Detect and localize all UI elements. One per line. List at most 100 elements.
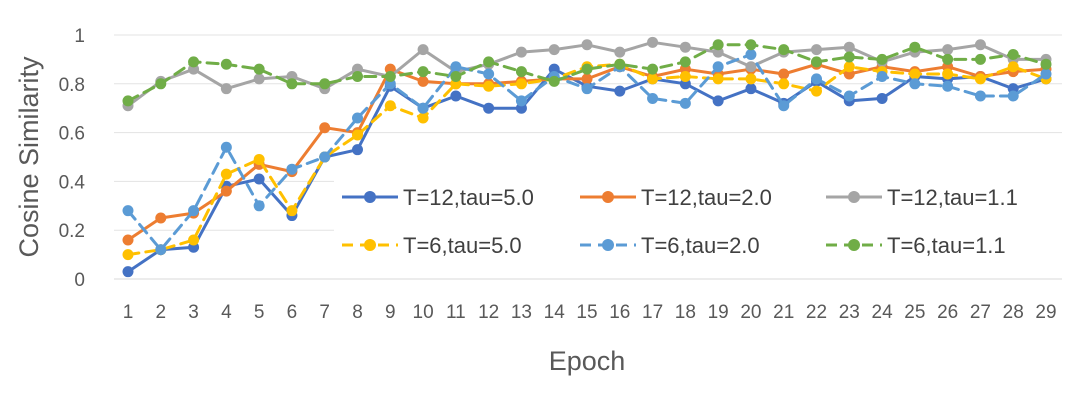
legend-marker xyxy=(364,191,376,203)
legend-label: T=12,tau=2.0 xyxy=(641,185,772,210)
data-point xyxy=(220,185,232,197)
y-tick-label: 0.2 xyxy=(59,221,85,242)
data-point xyxy=(745,61,757,73)
data-point xyxy=(188,205,200,217)
data-point xyxy=(614,85,626,97)
x-tick-label: 16 xyxy=(609,302,630,323)
data-point xyxy=(286,205,298,217)
data-point xyxy=(417,112,429,124)
data-point xyxy=(778,68,790,80)
data-point xyxy=(352,112,363,124)
data-point xyxy=(1007,90,1019,102)
data-point xyxy=(843,90,855,102)
data-point xyxy=(745,73,757,85)
data-point xyxy=(745,39,757,51)
data-point xyxy=(417,102,429,114)
x-tick-label: 22 xyxy=(806,302,827,323)
legend-item: T=12,tau=5.0 xyxy=(342,185,534,210)
data-point xyxy=(1007,49,1019,61)
data-point xyxy=(1007,61,1019,73)
data-point xyxy=(417,66,429,78)
data-point xyxy=(843,41,855,53)
data-point xyxy=(942,44,954,56)
legend-item: T=12,tau=2.0 xyxy=(580,185,772,210)
data-point xyxy=(122,205,134,217)
legend-marker xyxy=(602,191,614,203)
data-point xyxy=(876,53,888,65)
data-point xyxy=(122,234,134,246)
x-tick-label: 26 xyxy=(937,302,958,323)
data-point xyxy=(1040,68,1052,80)
y-axis-tick-labels: 0 0.2 0.4 0.6 0.8 1 xyxy=(59,26,86,291)
x-tick-label: 25 xyxy=(904,302,925,323)
x-tick-label: 13 xyxy=(511,302,532,323)
data-point xyxy=(253,173,265,185)
x-axis-title: Epoch xyxy=(549,346,626,376)
data-point xyxy=(155,212,167,224)
x-tick-label: 7 xyxy=(319,302,330,323)
data-point xyxy=(843,61,855,73)
data-point xyxy=(188,56,200,68)
data-point xyxy=(876,92,888,104)
legend-marker xyxy=(364,239,376,251)
y-tick-label: 1 xyxy=(74,26,85,47)
legend-background xyxy=(334,172,1064,272)
x-tick-label: 6 xyxy=(287,302,298,323)
x-tick-label: 19 xyxy=(708,302,729,323)
y-tick-label: 0.8 xyxy=(59,75,85,96)
data-point xyxy=(712,95,724,107)
data-point xyxy=(581,83,593,95)
data-point xyxy=(647,92,659,104)
data-point xyxy=(548,75,560,87)
data-point xyxy=(155,78,167,90)
legend-marker xyxy=(848,191,860,203)
y-tick-label: 0.4 xyxy=(59,172,86,193)
data-point xyxy=(909,41,921,53)
data-point xyxy=(942,53,954,65)
legend-item: T=12,tau=1.1 xyxy=(826,185,1018,210)
data-point xyxy=(843,51,855,63)
data-point xyxy=(384,100,396,112)
x-axis-tick-labels: 1 2 3 4 5 6 7 8 9 10 11 12 13 14 15 16 17 18 19 20 21 22 23 24 2… xyxy=(123,302,1057,323)
data-point xyxy=(942,68,954,80)
data-point xyxy=(220,168,232,180)
x-tick-label: 3 xyxy=(188,302,199,323)
data-point xyxy=(417,44,429,56)
data-point xyxy=(253,73,265,85)
data-point xyxy=(286,78,298,90)
x-tick-label: 29 xyxy=(1035,302,1056,323)
data-point xyxy=(515,46,527,58)
legend-label: T=6,tau=5.0 xyxy=(403,233,522,258)
legend-box xyxy=(334,172,1064,272)
data-point xyxy=(319,151,331,163)
data-point xyxy=(515,66,527,78)
x-tick-label: 14 xyxy=(544,302,566,323)
data-point xyxy=(122,95,134,107)
data-point xyxy=(647,36,659,48)
data-point xyxy=(122,266,134,278)
data-point xyxy=(352,144,363,156)
x-tick-label: 8 xyxy=(352,302,363,323)
x-tick-label: 9 xyxy=(385,302,396,323)
data-point xyxy=(778,44,790,56)
series-6 xyxy=(122,39,1052,107)
data-point xyxy=(253,63,265,75)
data-point xyxy=(483,56,495,68)
data-point xyxy=(450,70,462,82)
data-point xyxy=(745,83,757,95)
data-point xyxy=(515,78,527,90)
data-point xyxy=(220,141,232,153)
data-point xyxy=(876,70,888,82)
data-point xyxy=(1040,58,1052,70)
data-point xyxy=(712,39,724,51)
data-point xyxy=(974,53,986,65)
data-point xyxy=(450,61,462,73)
data-point xyxy=(811,56,822,68)
data-point xyxy=(581,63,593,75)
y-tick-label: 0.6 xyxy=(59,124,85,145)
data-point xyxy=(778,100,790,112)
data-point xyxy=(647,73,659,85)
x-tick-label: 24 xyxy=(872,302,894,323)
data-point xyxy=(548,44,560,56)
